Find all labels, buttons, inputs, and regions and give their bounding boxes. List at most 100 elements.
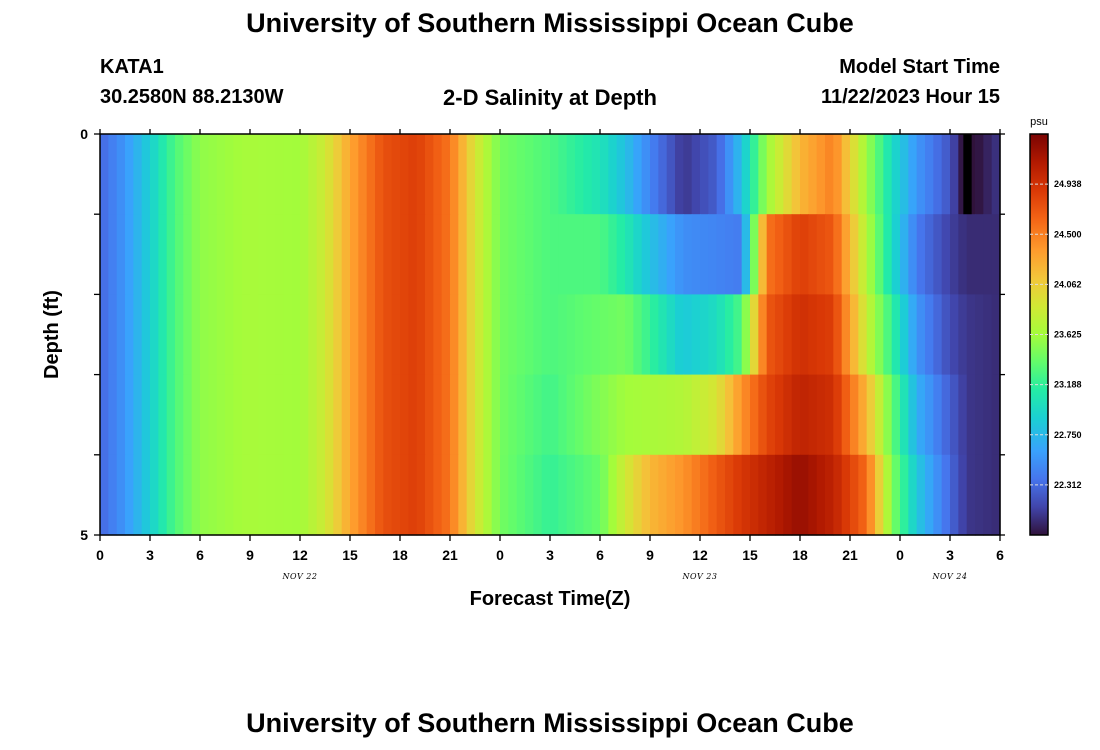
heatmap-cell: [350, 454, 359, 536]
heatmap-cells: [100, 134, 1001, 536]
heatmap-cell: [775, 134, 784, 215]
heatmap-cell: [525, 214, 534, 295]
heatmap-cell: [258, 374, 268, 456]
heatmap-cell: [683, 454, 693, 536]
x-axis: 0 3 6 9 12 15 18 21 0 3 6 9 12 15 18 21 0 3 6 NOV 22 NOV 23 N…: [96, 129, 1004, 581]
colorbar-tick-label: 24.500: [1054, 229, 1082, 239]
heatmap-cell: [383, 214, 393, 295]
heatmap-cell: [566, 214, 576, 295]
heatmap-cell: [458, 214, 468, 295]
heatmap-cell: [108, 294, 118, 376]
heatmap-cell: [441, 214, 451, 295]
heatmap-cell: [491, 214, 501, 295]
heatmap-cell: [508, 134, 518, 215]
colorbar-tick-label: 23.188: [1054, 380, 1082, 390]
heatmap-cell: [766, 294, 776, 376]
heatmap-cell: [433, 134, 443, 215]
page-title: University of Southern Mississippi Ocean…: [246, 8, 854, 38]
heatmap-cell: [316, 294, 326, 376]
heatmap-cell: [341, 374, 351, 456]
heatmap-cell: [641, 454, 651, 536]
heatmap-cell: [291, 374, 301, 456]
heatmap-cell: [950, 374, 959, 456]
heatmap-cell: [825, 294, 834, 376]
heatmap-cell: [208, 134, 218, 215]
heatmap-cell: [833, 214, 843, 295]
heatmap-cell: [183, 454, 193, 536]
heatmap-cell: [350, 134, 359, 215]
heatmap-cell: [433, 214, 443, 295]
heatmap-cell: [791, 214, 801, 295]
heatmap-cell: [716, 134, 726, 215]
heatmap-cell: [883, 214, 893, 295]
heatmap-cell: [800, 134, 809, 215]
heatmap-cell: [841, 214, 851, 295]
heatmap-cell: [550, 374, 559, 456]
heatmap-cell: [658, 294, 668, 376]
heatmap-cell: [566, 294, 576, 376]
heatmap-cell: [233, 214, 243, 295]
heatmap-cell: [866, 134, 876, 215]
heatmap-cell: [541, 454, 551, 536]
heatmap-cell: [850, 454, 859, 536]
heatmap-cell: [633, 454, 643, 536]
heatmap-cell: [383, 454, 393, 536]
heatmap-cell: [583, 374, 593, 456]
heatmap-cell: [116, 374, 126, 456]
heatmap-cell: [575, 294, 584, 376]
heatmap-cell: [700, 214, 709, 295]
heatmap-cell: [416, 294, 426, 376]
x-tick-label: 12: [692, 547, 708, 563]
heatmap-cell: [600, 374, 609, 456]
colorbar-tick-label: 23.625: [1054, 330, 1082, 340]
heatmap-cell: [275, 374, 284, 456]
heatmap-cell: [775, 214, 784, 295]
heatmap-cell: [800, 294, 809, 376]
heatmap-cell: [108, 214, 118, 295]
heatmap-cell: [166, 454, 176, 536]
heatmap-cell: [283, 214, 293, 295]
heatmap-cell: [291, 454, 301, 536]
y-tick-label: 0: [80, 126, 88, 142]
heatmap-cell: [275, 454, 284, 536]
heatmap-cell: [900, 134, 909, 215]
heatmap-cell: [275, 134, 284, 215]
heatmap-cell: [766, 374, 776, 456]
heatmap-cell: [600, 454, 609, 536]
heatmap-cell: [925, 454, 934, 536]
heatmap-cell: [425, 294, 434, 376]
heatmap-cell: [616, 214, 626, 295]
heatmap-cell: [766, 214, 776, 295]
heatmap-cell: [900, 294, 909, 376]
heatmap-cell: [133, 214, 143, 295]
heatmap-cell: [791, 454, 801, 536]
heatmap-cell: [516, 294, 526, 376]
heatmap-cell: [783, 454, 793, 536]
heatmap-cell: [125, 134, 134, 215]
heatmap-cell: [816, 374, 826, 456]
heatmap-cell: [208, 374, 218, 456]
heatmap-cell: [533, 454, 543, 536]
heatmap-cell: [891, 294, 901, 376]
heatmap-cell: [975, 294, 984, 376]
heatmap-cell: [200, 374, 209, 456]
heatmap-cell: [700, 134, 709, 215]
heatmap-cell: [508, 374, 518, 456]
heatmap-cell: [883, 454, 893, 536]
x-tick-label: 6: [196, 547, 204, 563]
heatmap-cell: [533, 134, 543, 215]
heatmap-cell: [100, 214, 109, 295]
heatmap-cell: [533, 374, 543, 456]
heatmap-cell: [266, 454, 276, 536]
heatmap-cell: [500, 454, 509, 536]
heatmap-cell: [866, 214, 876, 295]
heatmap-cell: [275, 294, 284, 376]
heatmap-cell: [241, 454, 251, 536]
heatmap-cell: [183, 134, 193, 215]
heatmap-cell: [208, 294, 218, 376]
heatmap-cell: [866, 454, 876, 536]
heatmap-cell: [541, 134, 551, 215]
heatmap-cell: [108, 454, 118, 536]
heatmap-cell: [791, 134, 801, 215]
heatmap-cell: [825, 214, 834, 295]
